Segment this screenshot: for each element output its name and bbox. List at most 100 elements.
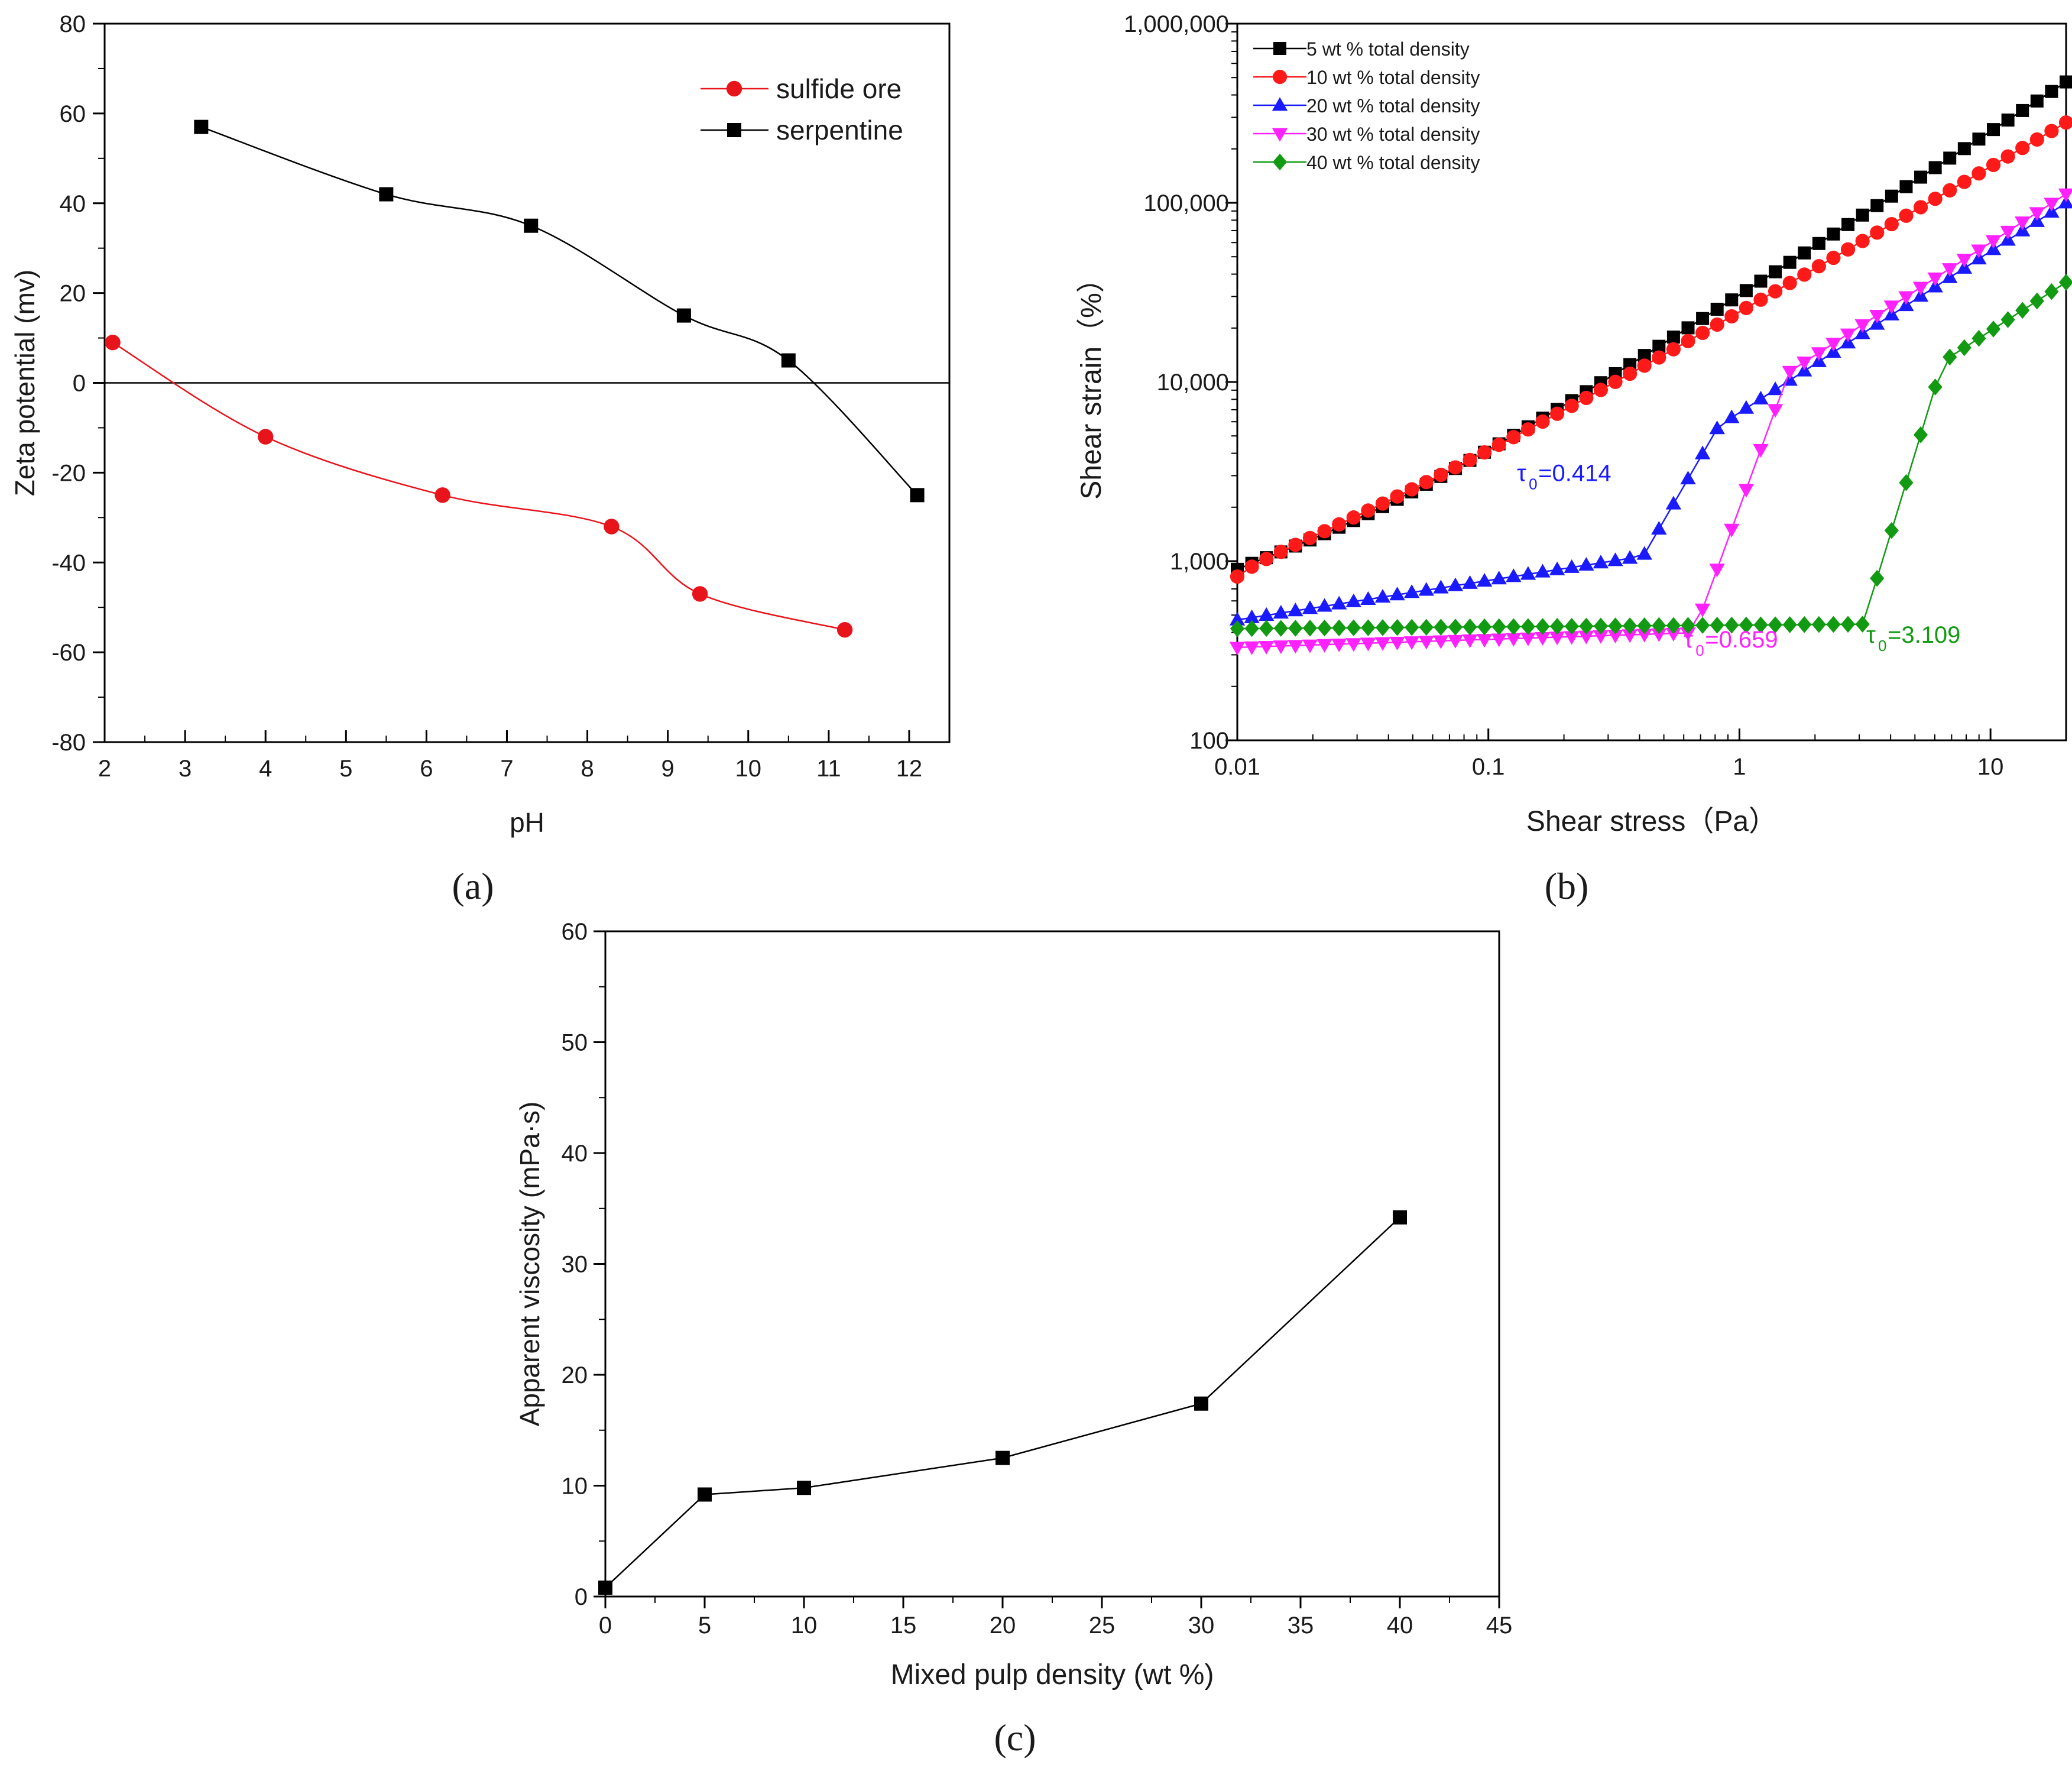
data-point <box>1666 331 1680 344</box>
data-point <box>1651 521 1667 535</box>
data-point <box>1710 302 1724 316</box>
x-tick-label: 5 <box>339 756 352 782</box>
data-point <box>1564 399 1579 413</box>
x-tick-label: 10 <box>791 1612 818 1639</box>
legend-label: 20 wt % total density <box>1306 95 1480 116</box>
data-point <box>2058 188 2072 202</box>
data-point <box>1927 272 1943 286</box>
data-point <box>1709 420 1725 435</box>
x-tick-label: 40 <box>1387 1612 1413 1639</box>
data-point <box>1870 199 1884 212</box>
data-point <box>1259 620 1274 637</box>
data-point <box>1854 319 1870 333</box>
data-point <box>1332 517 1347 532</box>
y-tick-label: 0 <box>73 371 86 397</box>
data-point <box>2000 311 2015 328</box>
data-point <box>1550 406 1565 421</box>
data-point <box>524 218 539 233</box>
data-point <box>1506 568 1522 582</box>
legend-marker <box>1272 69 1288 85</box>
data-point <box>1477 445 1492 460</box>
data-point <box>1724 409 1740 423</box>
data-point <box>1753 390 1769 404</box>
y-axis-label: Zeta potential (mv) <box>9 270 40 496</box>
y-tick-label: 100,000 <box>1143 190 1229 216</box>
data-point <box>1288 537 1303 552</box>
data-point <box>1637 358 1652 373</box>
x-tick-label: 0.01 <box>1214 754 1260 780</box>
data-point <box>1578 630 1594 645</box>
data-point <box>2015 216 2031 231</box>
data-point <box>1403 636 1420 650</box>
data-point <box>1769 265 1782 279</box>
series-line <box>605 1216 1400 1588</box>
data-point <box>1332 619 1347 637</box>
data-point <box>1607 552 1623 566</box>
data-point <box>1360 637 1376 652</box>
data-point <box>1680 471 1696 485</box>
y-tick-label: 10,000 <box>1157 370 1229 396</box>
data-point <box>1549 561 1565 575</box>
data-point <box>1476 634 1493 648</box>
data-point <box>379 187 394 202</box>
data-point <box>2015 302 2030 319</box>
data-point <box>1666 617 1681 634</box>
data-point <box>2029 292 2044 310</box>
x-tick-label: 2 <box>98 756 111 782</box>
data-point <box>1361 503 1376 518</box>
data-point <box>1288 603 1303 617</box>
data-point <box>1593 617 1609 635</box>
data-point <box>1447 577 1464 591</box>
data-point <box>1418 582 1434 596</box>
data-point <box>1651 628 1667 642</box>
data-point <box>1403 584 1420 598</box>
data-point <box>1694 445 1711 459</box>
data-point <box>1346 510 1361 525</box>
series-line <box>1237 193 2067 649</box>
data-point <box>1652 339 1666 353</box>
x-tick-label: 4 <box>259 756 272 782</box>
y-tick-label: -80 <box>51 730 86 756</box>
panel-c: 0 5 10 15 20 25 30 35 40 45 0 10 20 30 40 50 60 Mixed pul… <box>514 919 1512 1759</box>
data-point <box>1797 267 1812 282</box>
data-point <box>1491 438 1506 452</box>
data-point <box>1637 617 1652 634</box>
data-point <box>1622 550 1638 564</box>
data-point <box>1957 174 1972 189</box>
data-point <box>1943 151 1957 165</box>
data-point <box>1972 166 1986 181</box>
data-point <box>1738 400 1755 414</box>
data-point <box>1956 254 1973 268</box>
legend-marker <box>727 123 741 137</box>
series-line <box>200 126 918 496</box>
data-point <box>1694 603 1711 617</box>
annotation-value: =0.659 <box>1705 627 1778 653</box>
data-point <box>1346 619 1361 637</box>
panel-b: 0.01 0.1 1 10 100 1,000 10,000 100,000 1,000,000… <box>1076 11 2072 907</box>
data-point <box>1884 522 1899 539</box>
data-point <box>1345 593 1361 607</box>
legend-marker <box>1272 128 1288 142</box>
y-tick-label: 20 <box>562 1362 588 1388</box>
data-point <box>1273 640 1289 655</box>
data-point <box>1985 235 2002 249</box>
data-point <box>1608 374 1623 389</box>
data-point <box>692 586 708 602</box>
data-point <box>1753 443 1769 458</box>
data-point <box>2001 114 2015 127</box>
series-line <box>1237 202 2067 621</box>
x-tick-label: 25 <box>1089 1612 1116 1639</box>
data-point <box>1986 320 2001 338</box>
data-point <box>1738 484 1755 498</box>
data-point <box>1535 414 1550 429</box>
data-point <box>1317 639 1332 653</box>
data-point <box>1375 496 1390 511</box>
data-point <box>1302 619 1318 637</box>
data-point <box>1550 617 1565 635</box>
data-point <box>1622 629 1638 643</box>
y-axis-label: Apparent viscosity (mPa·s) <box>514 1102 545 1427</box>
data-point <box>1739 284 1753 297</box>
data-point <box>1898 291 1914 305</box>
x-tick-label: 8 <box>581 756 594 782</box>
data-point <box>1520 422 1536 437</box>
